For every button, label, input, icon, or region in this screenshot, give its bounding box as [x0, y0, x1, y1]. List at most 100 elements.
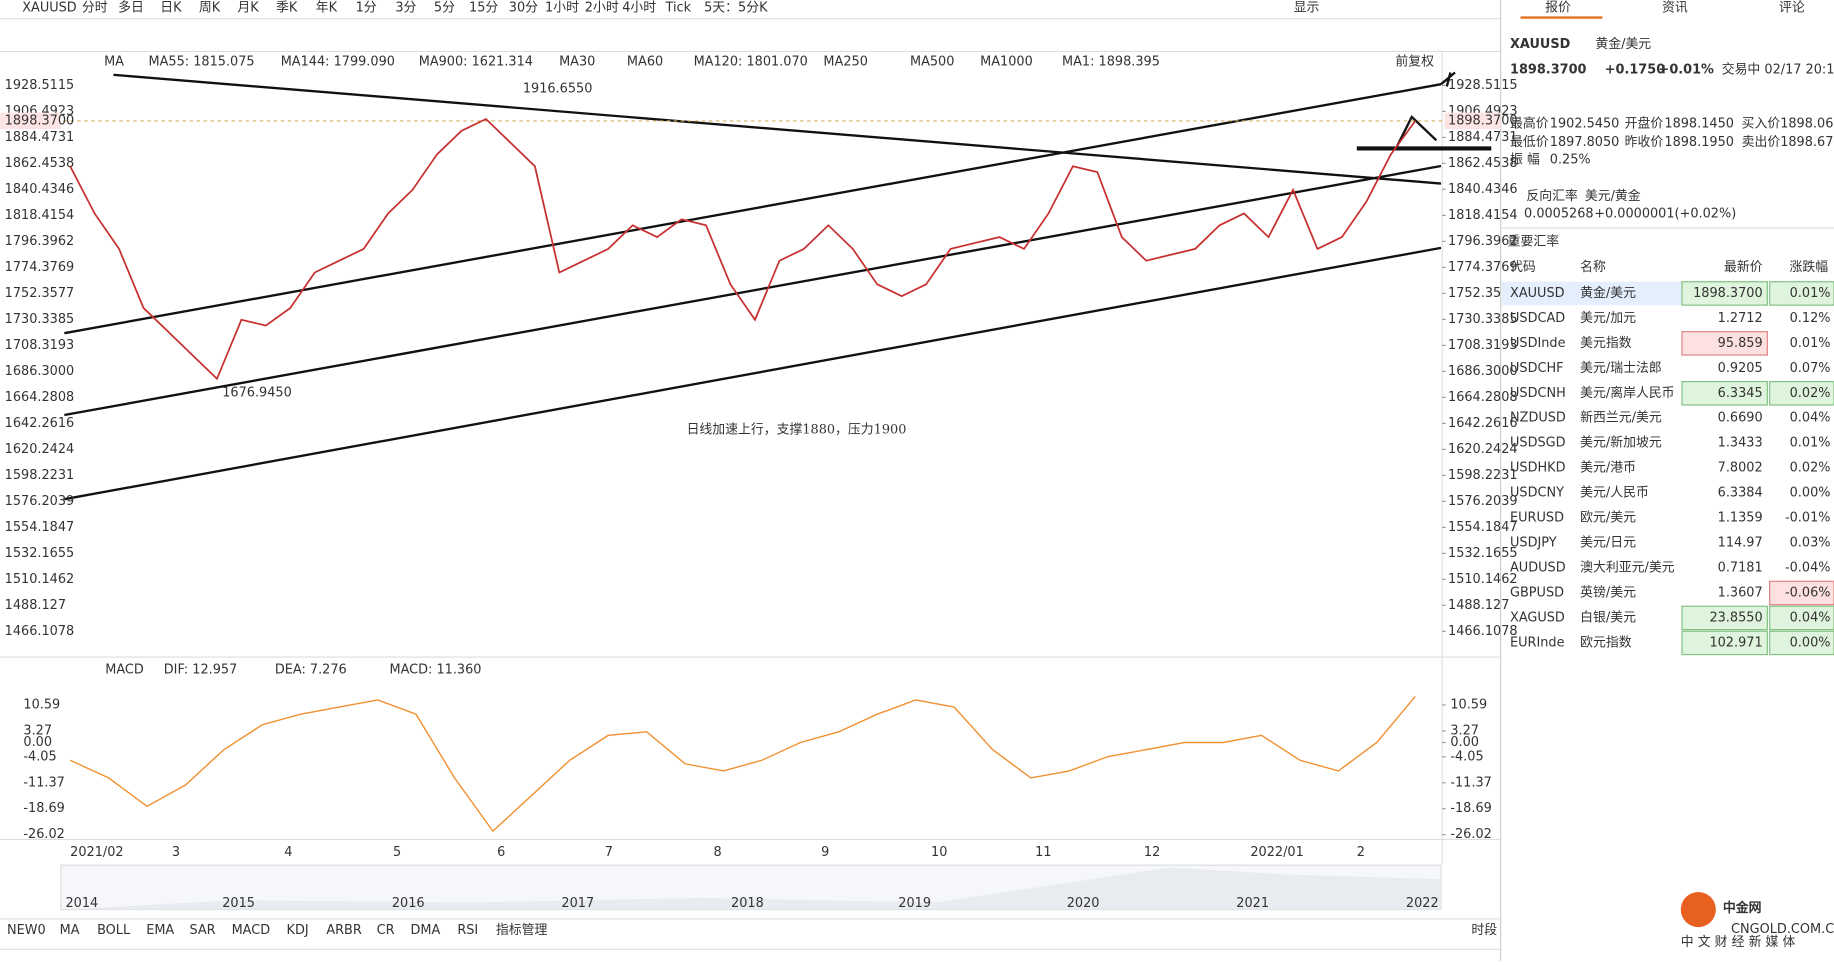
reverse-value: 0.0005268 — [1524, 206, 1594, 221]
rate-code[interactable]: USDHKD — [1510, 461, 1566, 476]
table-header: 名称 — [1580, 259, 1606, 275]
rate-price: 0.6690 — [1718, 411, 1763, 426]
ma-legend: MA900: 1621.314 — [419, 54, 533, 69]
rate-code[interactable]: USDJPY — [1510, 536, 1557, 551]
rate-code[interactable]: USDCNH — [1510, 386, 1566, 401]
display-menu[interactable]: 显示 — [1294, 1, 1320, 16]
period-tab[interactable]: 1分 — [356, 1, 377, 16]
indicator-tab[interactable]: NEW0 — [7, 923, 46, 938]
reverse-label: 反向汇率 — [1526, 188, 1578, 204]
period-tab[interactable]: 2小时 — [585, 1, 619, 16]
x-tick-label: 2022/01 — [1250, 845, 1303, 860]
indicator-tab[interactable]: RSI — [457, 923, 478, 938]
period-tab[interactable]: 分时 — [82, 1, 108, 16]
change-cell-bg — [1769, 281, 1834, 306]
panel-tab[interactable]: 资讯 — [1662, 1, 1688, 16]
y-tick-label: 1466.1078 — [5, 624, 75, 639]
rate-price: 7.8002 — [1718, 461, 1763, 476]
x-tick-label: 8 — [713, 845, 721, 860]
section-title: 重要汇率 — [1508, 234, 1560, 250]
period-tab[interactable]: 季K — [276, 1, 298, 16]
y-tick-label: 1752.3577 — [1448, 286, 1518, 301]
panel-tab[interactable]: 报价 — [1545, 1, 1571, 16]
annotation: 日线加速上行，支撑1880，压力1900 — [687, 423, 907, 438]
year-label: 2018 — [731, 896, 764, 911]
rate-code[interactable]: XAGUSD — [1510, 610, 1565, 625]
rate-price: 1.3607 — [1718, 585, 1763, 600]
period-tab[interactable]: Tick — [665, 1, 692, 16]
period-tab[interactable]: 日K — [160, 1, 182, 16]
price-line — [69, 117, 1416, 381]
y-tick-label: 10.59 — [23, 697, 60, 712]
period-tab[interactable]: 5天：5分K — [704, 1, 768, 16]
x-tick-label: 10 — [931, 845, 947, 860]
rate-price: 6.3384 — [1718, 486, 1763, 501]
rate-code[interactable]: USDCHF — [1510, 361, 1564, 376]
trend-lines — [64, 71, 1492, 501]
rate-change: 0.03% — [1790, 536, 1831, 551]
period-tab[interactable]: 多日 — [118, 1, 144, 16]
indicator-tab[interactable]: KDJ — [287, 923, 309, 938]
indicator-tab[interactable]: 指标管理 — [496, 923, 548, 938]
indicator-tab[interactable]: ARBR — [326, 923, 362, 938]
period-tab[interactable]: 年K — [316, 1, 338, 16]
rate-change: 0.04% — [1790, 411, 1831, 426]
rate-code[interactable]: GBPUSD — [1510, 585, 1564, 600]
y-tick-label: 1510.1462 — [1448, 572, 1518, 587]
rate-code[interactable]: NZDUSD — [1510, 411, 1566, 426]
period-tab[interactable]: 5分 — [434, 1, 455, 16]
period-tab[interactable]: 30分 — [509, 1, 538, 16]
y-tick-label: 1796.3962 — [1448, 234, 1518, 249]
year-label: 2016 — [392, 896, 425, 911]
rate-code[interactable]: USDCNY — [1510, 486, 1564, 501]
adjust-toggle[interactable]: 前复权 — [1395, 53, 1434, 69]
rate-code[interactable]: USDInde — [1510, 336, 1566, 351]
period-tab[interactable]: 周K — [199, 1, 221, 16]
indicator-tab[interactable]: MACD — [232, 923, 271, 938]
symbol[interactable]: XAUUSD — [22, 1, 77, 16]
rate-code[interactable]: EURInde — [1510, 635, 1565, 650]
period-tab[interactable]: 15分 — [469, 1, 498, 16]
period-tab[interactable]: 1小时 — [545, 1, 579, 16]
y-tick-label: 1730.3385 — [1448, 312, 1518, 327]
indicator-tab[interactable]: MA — [60, 923, 80, 938]
rate-name: 美元/离岸人民币 — [1580, 385, 1674, 401]
rate-code[interactable]: EURUSD — [1510, 511, 1564, 526]
y-tick-label: -18.69 — [23, 801, 64, 816]
y-tick-label: -26.02 — [1450, 827, 1491, 842]
y-tick-label: -11.37 — [23, 775, 64, 790]
y-tick-label: 1752.3577 — [5, 286, 75, 301]
period-tab[interactable]: 4小时 — [622, 1, 656, 16]
x-tick-label: 3 — [172, 845, 180, 860]
indicator-tab[interactable]: EMA — [146, 923, 174, 938]
rate-code[interactable]: USDCAD — [1510, 311, 1565, 326]
year-label: 2022 — [1406, 896, 1439, 911]
ma-legend: MA60 — [627, 54, 663, 69]
rate-code[interactable]: USDSGD — [1510, 436, 1566, 451]
rate-name: 美元/人民币 — [1580, 486, 1649, 501]
panel-tab[interactable]: 评论 — [1779, 1, 1805, 16]
logo — [1680, 892, 1716, 928]
session-button[interactable]: 时段 — [1471, 923, 1497, 938]
change-cell-bg — [1769, 381, 1834, 406]
dif-line — [69, 695, 1416, 833]
rate-name: 美元/日元 — [1580, 536, 1636, 551]
stat-label: 开盘价 — [1625, 115, 1664, 131]
year-label: 2020 — [1067, 896, 1100, 911]
rate-code[interactable]: XAUUSD — [1510, 286, 1565, 301]
x-tick-label: 2021/02 — [70, 845, 123, 860]
ma-legend: MA250 — [823, 54, 867, 69]
indicator-tab[interactable]: SAR — [189, 923, 215, 938]
x-tick-label: 7 — [605, 845, 613, 860]
indicator-tab[interactable]: DMA — [411, 923, 441, 938]
stat-label: 昨收价 — [1625, 135, 1664, 150]
rate-code[interactable]: AUDUSD — [1510, 561, 1566, 576]
stat-value: 1898.066 — [1780, 116, 1834, 131]
period-tab[interactable]: 月K — [237, 1, 259, 16]
rate-name: 欧元指数 — [1580, 635, 1632, 650]
indicator-tab[interactable]: BOLL — [97, 923, 131, 938]
indicator-tab[interactable]: CR — [377, 923, 395, 938]
rate-price: 0.9205 — [1718, 361, 1763, 376]
period-tab[interactable]: 3分 — [395, 1, 416, 16]
